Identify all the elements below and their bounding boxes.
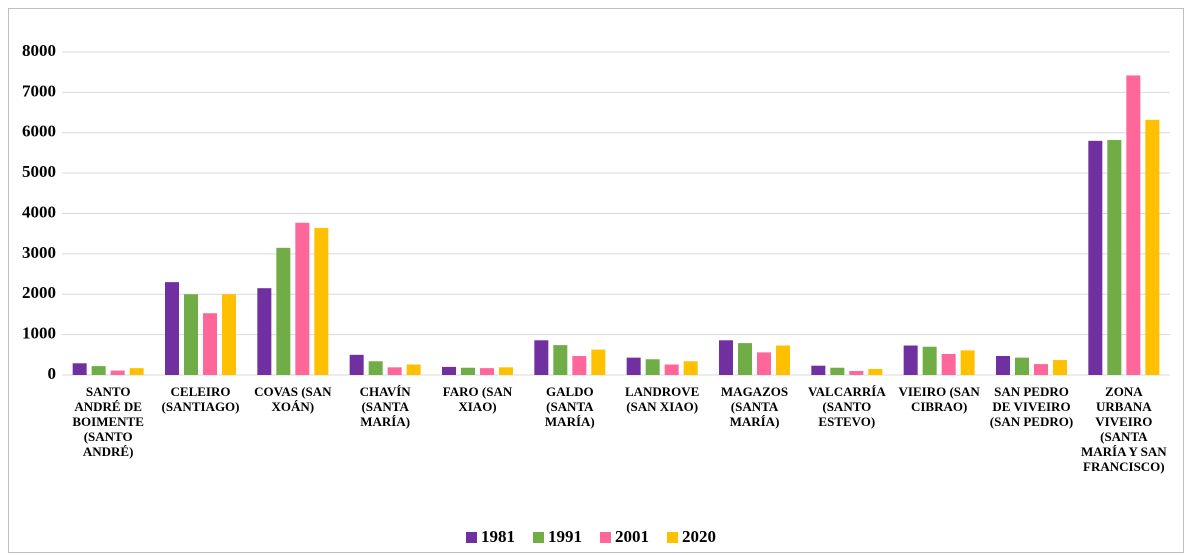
bar bbox=[349, 354, 364, 375]
bar bbox=[499, 367, 513, 375]
bar bbox=[664, 364, 679, 375]
x-tick-label: LANDROVE (SAN XIAO) bbox=[624, 384, 700, 414]
x-tick-label: FARO (SAN XIAO) bbox=[442, 384, 513, 414]
bar bbox=[1107, 140, 1122, 375]
x-tick-label: VIEIRO (SAN CIBRAO) bbox=[898, 384, 980, 414]
y-tick-label: 5000 bbox=[22, 162, 56, 181]
x-tick-label: VALCARRÍA (SANTO ESTEVO) bbox=[807, 384, 886, 429]
x-tick-label: SAN PEDRO DE VIVEIRO (SAN PEDRO) bbox=[989, 384, 1074, 429]
bar bbox=[941, 354, 956, 375]
y-tick-label: 3000 bbox=[22, 243, 56, 262]
bar bbox=[368, 361, 383, 375]
legend-label: 1991 bbox=[548, 527, 582, 546]
bar bbox=[830, 367, 845, 375]
bar bbox=[257, 288, 272, 375]
bar bbox=[276, 247, 291, 375]
bar bbox=[1034, 364, 1048, 375]
x-tick-label: GALDO (SANTA MARÍA) bbox=[544, 384, 595, 429]
y-tick-label: 8000 bbox=[22, 41, 56, 60]
legend-label: 1981 bbox=[481, 527, 515, 546]
bar bbox=[626, 357, 641, 375]
bar bbox=[553, 345, 568, 375]
bar bbox=[719, 340, 733, 375]
bar bbox=[129, 368, 144, 375]
bar bbox=[849, 370, 864, 375]
bar bbox=[203, 313, 217, 375]
bar bbox=[72, 363, 87, 375]
bar bbox=[165, 282, 179, 375]
legend-swatch bbox=[667, 532, 678, 543]
bar bbox=[738, 343, 752, 375]
bar bbox=[868, 368, 883, 375]
bar bbox=[184, 294, 198, 375]
legend-label: 2020 bbox=[682, 527, 716, 546]
x-tick-label: MAGAZOS (SANTA MARÍA) bbox=[720, 384, 789, 429]
x-tick-label: CHAVÍN (SANTA MARÍA) bbox=[359, 384, 411, 429]
y-tick-label: 1000 bbox=[22, 324, 56, 343]
bar bbox=[645, 359, 660, 375]
bar bbox=[572, 356, 587, 375]
bar bbox=[461, 367, 475, 375]
bar bbox=[1015, 357, 1029, 375]
bar bbox=[922, 346, 937, 375]
bar bbox=[683, 361, 698, 375]
y-tick-label: 7000 bbox=[22, 81, 56, 100]
bar bbox=[91, 366, 106, 375]
bar bbox=[442, 366, 456, 375]
bar bbox=[222, 294, 236, 375]
bar bbox=[757, 352, 771, 375]
bar bbox=[776, 345, 790, 375]
chart-frame bbox=[8, 8, 1184, 553]
bar bbox=[1126, 75, 1141, 375]
bar bbox=[1088, 140, 1103, 375]
bar bbox=[534, 340, 549, 375]
bar bbox=[314, 228, 329, 375]
bar bbox=[960, 350, 975, 375]
bar bbox=[406, 364, 421, 375]
x-tick-label: SANTO ANDRÉ DE BOIMENTE (SANTO ANDRÉ) bbox=[72, 384, 144, 459]
bar bbox=[1145, 119, 1160, 375]
bar bbox=[996, 356, 1010, 375]
y-tick-label: 0 bbox=[48, 364, 57, 383]
bar bbox=[295, 222, 310, 375]
y-tick-label: 4000 bbox=[22, 202, 56, 221]
bar bbox=[811, 365, 826, 375]
bar bbox=[480, 368, 494, 375]
bar bbox=[387, 367, 402, 375]
bar bbox=[903, 345, 918, 375]
legend-swatch bbox=[533, 532, 544, 543]
y-tick-label: 6000 bbox=[22, 122, 56, 141]
y-tick-label: 2000 bbox=[22, 283, 56, 302]
legend-swatch bbox=[466, 532, 477, 543]
x-tick-label: ZONA URBANA VIVEIRO (SANTA MARÍA Y SAN F… bbox=[1080, 384, 1167, 474]
bar bbox=[110, 370, 125, 375]
legend-label: 2001 bbox=[615, 527, 649, 546]
x-tick-label: COVAS (SAN XOÁN) bbox=[254, 384, 332, 414]
legend-swatch bbox=[600, 532, 611, 543]
x-tick-label: CELEIRO (SANTIAGO) bbox=[161, 384, 240, 414]
bar bbox=[1053, 360, 1067, 375]
bar bbox=[591, 349, 606, 375]
